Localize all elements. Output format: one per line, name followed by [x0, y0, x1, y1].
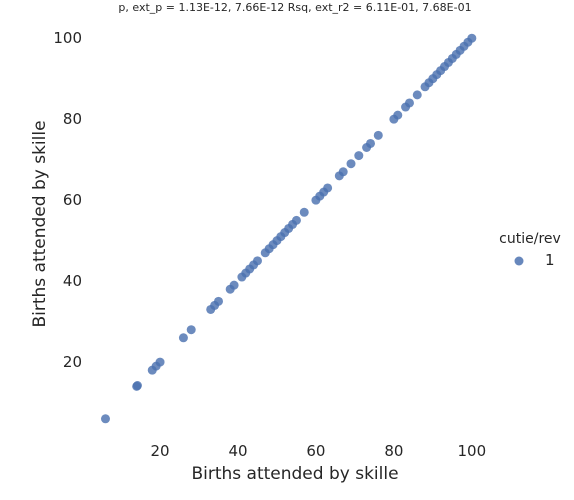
x-tick-label: 20 — [151, 442, 170, 460]
scatter-point — [323, 183, 333, 193]
x-axis-label: Births attended by skille — [191, 464, 398, 484]
scatter-point — [346, 159, 356, 169]
y-axis-label: Births attended by skille — [30, 120, 50, 327]
scatter-point — [338, 167, 348, 177]
chart-title: p, ext_p = 1.13E-12, 7.66E-12 Rsq, ext_r… — [118, 1, 471, 14]
y-tick-label: 20 — [63, 353, 82, 371]
scatter-point — [373, 130, 383, 140]
scatter-point — [366, 138, 375, 148]
y-tick-label: 60 — [63, 191, 82, 209]
x-tick-label: 60 — [306, 442, 325, 460]
x-tick-label: 100 — [457, 442, 486, 460]
x-axis-ticks: 20 40 60 80 100 — [151, 442, 487, 460]
scatter-points — [100, 33, 477, 424]
y-axis-ticks: 20 40 60 80 100 — [53, 29, 82, 371]
scatter-point — [404, 98, 414, 108]
scatter-point — [214, 296, 223, 306]
legend: cutie/rev 1 — [499, 231, 561, 269]
scatter-point — [291, 215, 301, 225]
scatter-point — [252, 256, 262, 266]
scatter-point — [132, 381, 142, 391]
y-tick-label: 100 — [53, 29, 82, 47]
legend-marker — [514, 256, 524, 266]
x-tick-label: 80 — [384, 442, 403, 460]
x-tick-label: 40 — [228, 442, 247, 460]
y-tick-label: 80 — [63, 110, 82, 128]
scatter-point — [155, 357, 165, 367]
scatter-point — [229, 280, 239, 290]
scatter-point — [393, 110, 403, 120]
y-tick-label: 40 — [63, 272, 82, 290]
scatter-point — [178, 333, 188, 343]
legend-title: cutie/rev — [499, 231, 561, 247]
scatter-point — [354, 151, 364, 161]
scatter-point — [299, 207, 309, 217]
scatter-point — [467, 33, 477, 43]
scatter-point — [412, 90, 422, 100]
legend-label-1: 1 — [545, 251, 555, 269]
scatter-point — [100, 414, 110, 424]
scatter-point — [186, 325, 196, 335]
